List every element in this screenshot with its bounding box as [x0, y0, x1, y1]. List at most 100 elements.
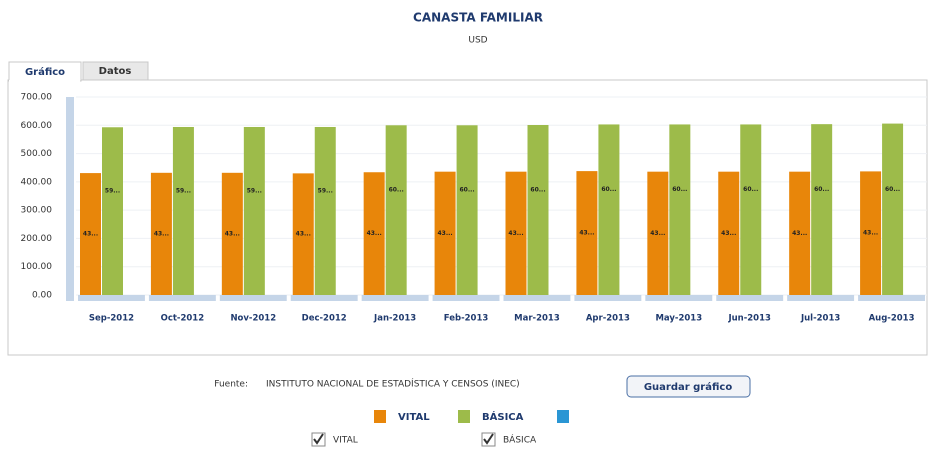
value-label: 60...	[672, 186, 687, 193]
legend-swatch	[557, 410, 569, 423]
value-label: 43...	[792, 230, 807, 237]
value-label: 59...	[105, 188, 120, 195]
x-tick-label: May-2013	[655, 314, 702, 324]
legend-label: BÁSICA	[482, 410, 524, 423]
x-axis-segment	[503, 295, 571, 301]
bar	[811, 124, 833, 295]
x-axis-segment	[361, 295, 429, 301]
legend-swatch	[458, 410, 470, 423]
x-axis-segment	[78, 295, 145, 301]
value-label: 60...	[814, 186, 829, 193]
x-tick-label: Aug-2013	[869, 314, 915, 324]
value-label: 60...	[743, 186, 758, 193]
y-tick-label: 100.00	[21, 262, 53, 272]
bar	[292, 173, 314, 295]
x-axis-segment	[219, 295, 287, 301]
value-label: 43...	[721, 230, 736, 237]
value-label: 43...	[225, 230, 240, 237]
x-axis-segment	[290, 295, 358, 301]
bar	[598, 124, 620, 296]
x-tick-label: Apr-2013	[586, 314, 630, 324]
bar	[576, 171, 598, 295]
value-label: 43...	[508, 230, 523, 237]
chart-title: CANASTA FAMILIAR	[413, 11, 543, 25]
bar	[669, 124, 691, 296]
bar	[172, 126, 194, 296]
bar	[385, 125, 407, 296]
x-tick-label: Oct-2012	[161, 314, 205, 324]
x-axis-segment	[716, 295, 784, 301]
button-label[interactable]: Guardar gráfico	[644, 381, 733, 393]
y-tick-label: 700.00	[21, 93, 53, 103]
bar	[80, 173, 101, 295]
y-tick-label: 0.00	[32, 291, 52, 301]
y-tick-label: 500.00	[21, 149, 53, 159]
x-tick-label: Feb-2013	[444, 314, 489, 324]
value-label: 59...	[247, 187, 262, 194]
bar	[456, 125, 478, 296]
bar	[789, 171, 811, 295]
x-tick-label: Dec-2012	[302, 314, 347, 324]
bar	[221, 172, 243, 295]
save-button[interactable]	[626, 375, 751, 398]
x-axis-segment	[787, 295, 855, 301]
y-tick-label: 300.00	[21, 206, 53, 216]
checkmark	[313, 433, 324, 445]
x-axis-segment	[645, 295, 713, 301]
value-label: 43...	[296, 231, 311, 238]
bar	[882, 123, 904, 296]
bar	[860, 171, 882, 295]
bar	[718, 171, 740, 295]
value-label: 59...	[318, 187, 333, 194]
value-label: 43...	[154, 230, 169, 237]
checkbox-label[interactable]: BÁSICA	[503, 434, 537, 446]
tab-label[interactable]: Datos	[99, 66, 132, 77]
value-label: 43...	[863, 230, 878, 237]
value-label: 60...	[601, 186, 616, 193]
bar	[150, 172, 172, 295]
x-axis-segment	[574, 295, 642, 301]
y-tick-label: 400.00	[21, 177, 53, 187]
x-tick-label: Nov-2012	[230, 314, 276, 324]
source-text: INSTITUTO NACIONAL DE ESTADÍSTICA Y CENS…	[266, 378, 520, 390]
value-label: 60...	[530, 187, 545, 194]
checkmark	[483, 433, 494, 445]
source-label: Fuente:	[214, 380, 248, 390]
tab-label[interactable]: Gráfico	[25, 66, 65, 78]
bar	[314, 126, 336, 296]
value-label: 43...	[83, 231, 98, 238]
value-label: 43...	[650, 230, 665, 237]
x-tick-label: Sep-2012	[89, 314, 134, 324]
y-tick-label: 200.00	[21, 234, 53, 244]
x-tick-label: Jun-2013	[727, 314, 771, 324]
x-tick-label: Jan-2013	[373, 314, 416, 324]
x-axis-segment	[432, 295, 500, 301]
bar	[505, 171, 527, 295]
bar	[434, 171, 456, 295]
value-label: 60...	[389, 187, 404, 194]
bar	[647, 171, 669, 295]
value-label: 60...	[459, 187, 474, 194]
y-tick-label: 600.00	[21, 121, 53, 131]
legend-label: VITAL	[398, 412, 430, 423]
value-label: 59...	[176, 187, 191, 194]
value-label: 43...	[579, 230, 594, 237]
bar	[243, 126, 265, 296]
bar	[740, 124, 762, 296]
bar	[527, 125, 549, 295]
value-label: 43...	[367, 230, 382, 237]
bar	[102, 127, 123, 295]
bar	[363, 172, 385, 295]
x-axis-segment	[858, 295, 925, 301]
x-tick-label: Mar-2013	[514, 314, 560, 324]
checkbox-label[interactable]: VITAL	[333, 436, 358, 446]
value-label: 43...	[437, 230, 452, 237]
y-axis-strip	[66, 97, 74, 301]
legend-swatch	[374, 410, 386, 423]
tab[interactable]	[82, 61, 149, 81]
value-label: 60...	[885, 186, 900, 193]
x-tick-label: Jul-2013	[800, 314, 840, 324]
tab-join	[9, 80, 80, 82]
x-axis-segment	[148, 295, 216, 301]
